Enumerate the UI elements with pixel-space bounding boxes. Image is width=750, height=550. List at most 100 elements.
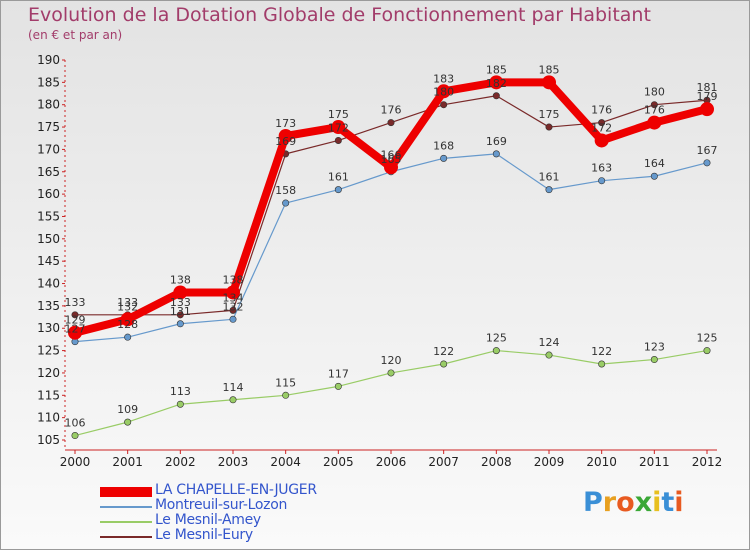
- data-label: 134: [223, 291, 244, 304]
- data-point: [71, 311, 79, 319]
- legend-swatch: [100, 487, 152, 497]
- x-tick-label: 2005: [323, 455, 354, 469]
- data-point: [124, 418, 132, 426]
- data-label: 182: [486, 77, 507, 90]
- data-point: [598, 360, 606, 368]
- data-label: 173: [275, 117, 296, 130]
- data-point: [650, 101, 658, 109]
- data-point: [282, 199, 290, 207]
- data-point: [492, 347, 500, 355]
- y-tick-label: 185: [37, 75, 60, 89]
- y-tick-label: 115: [37, 388, 60, 402]
- data-label: 163: [591, 162, 612, 175]
- y-tick-label: 130: [37, 321, 60, 335]
- data-label: 109: [117, 403, 138, 416]
- data-point: [387, 369, 395, 377]
- data-point: [440, 101, 448, 109]
- data-point: [176, 311, 184, 319]
- y-tick-label: 190: [37, 53, 60, 67]
- data-point: [226, 285, 240, 300]
- y-tick-label: 110: [37, 411, 60, 425]
- data-point: [545, 186, 553, 194]
- data-point: [120, 312, 135, 327]
- data-label: 168: [433, 139, 454, 152]
- data-label: 176: [591, 104, 612, 117]
- data-point: [436, 84, 451, 99]
- data-label: 133: [170, 296, 191, 309]
- data-point: [440, 360, 448, 368]
- x-tick-label: 2002: [165, 455, 196, 469]
- data-label: 129: [65, 314, 86, 327]
- data-label: 175: [328, 108, 349, 121]
- logo-letter: x: [634, 487, 653, 518]
- data-label: 114: [223, 381, 244, 394]
- logo-letter: r: [602, 487, 617, 518]
- data-point: [650, 172, 658, 180]
- data-label: 138: [170, 273, 191, 286]
- data-label: 181: [697, 81, 718, 94]
- data-label: 125: [697, 332, 718, 345]
- y-tick-label: 170: [37, 142, 60, 156]
- logo-letter: i: [674, 487, 684, 518]
- legend-label: LA CHAPELLE-EN-JUGER: [155, 482, 317, 498]
- y-tick-label: 180: [37, 98, 60, 112]
- data-point: [598, 119, 606, 127]
- data-point: [703, 347, 711, 355]
- x-tick-label: 2000: [60, 455, 91, 469]
- data-label: 180: [644, 86, 665, 99]
- data-point: [440, 154, 448, 162]
- data-point: [176, 320, 184, 328]
- data-label: 124: [539, 336, 560, 349]
- data-point: [334, 382, 342, 390]
- data-label: 176: [644, 104, 665, 117]
- data-point: [545, 123, 553, 131]
- y-tick-label: 105: [37, 433, 60, 447]
- data-label: 169: [275, 135, 296, 148]
- chart-title: Evolution de la Dotation Globale de Fonc…: [28, 4, 651, 26]
- data-label: 125: [486, 332, 507, 345]
- data-label: 115: [275, 376, 296, 389]
- legend-label: Montreuil-sur-Lozon: [155, 497, 288, 513]
- y-tick-label: 125: [37, 344, 60, 358]
- data-point: [334, 136, 342, 144]
- data-point: [278, 129, 293, 143]
- data-label: 128: [117, 318, 138, 331]
- data-label: 165: [381, 153, 402, 166]
- y-tick-label: 175: [37, 120, 60, 134]
- data-label: 133: [65, 296, 86, 309]
- logo-letter: P: [583, 487, 603, 518]
- data-label: 117: [328, 367, 349, 380]
- x-tick-label: 2009: [534, 455, 565, 469]
- logo-letter: t: [661, 487, 675, 518]
- x-tick-label: 2012: [692, 455, 723, 469]
- y-tick-label: 165: [37, 165, 60, 179]
- data-point: [387, 119, 395, 127]
- data-label: 183: [433, 72, 454, 85]
- data-label: 123: [644, 341, 665, 354]
- data-point: [492, 150, 500, 158]
- proxiti-logo: Proxiti: [583, 487, 684, 518]
- data-label: 172: [591, 121, 612, 134]
- data-point: [492, 92, 500, 100]
- chart-subtitle: (en € et par an): [28, 28, 123, 42]
- data-point: [331, 120, 346, 135]
- data-label: 122: [433, 345, 454, 358]
- data-point: [229, 315, 237, 323]
- data-label: 175: [539, 108, 560, 121]
- legend-swatch: [100, 506, 152, 508]
- data-point: [598, 177, 606, 185]
- data-point: [384, 160, 398, 175]
- data-label: 166: [381, 148, 402, 161]
- logo-letter: o: [616, 487, 635, 518]
- data-point: [282, 391, 290, 399]
- data-label: 161: [328, 171, 349, 184]
- x-tick-label: 2004: [270, 455, 301, 469]
- x-tick-label: 2008: [481, 455, 512, 469]
- data-point: [176, 400, 184, 408]
- x-tick-label: 2003: [218, 455, 249, 469]
- data-point: [489, 75, 504, 90]
- x-tick-label: 2001: [112, 455, 143, 469]
- data-point: [650, 356, 658, 364]
